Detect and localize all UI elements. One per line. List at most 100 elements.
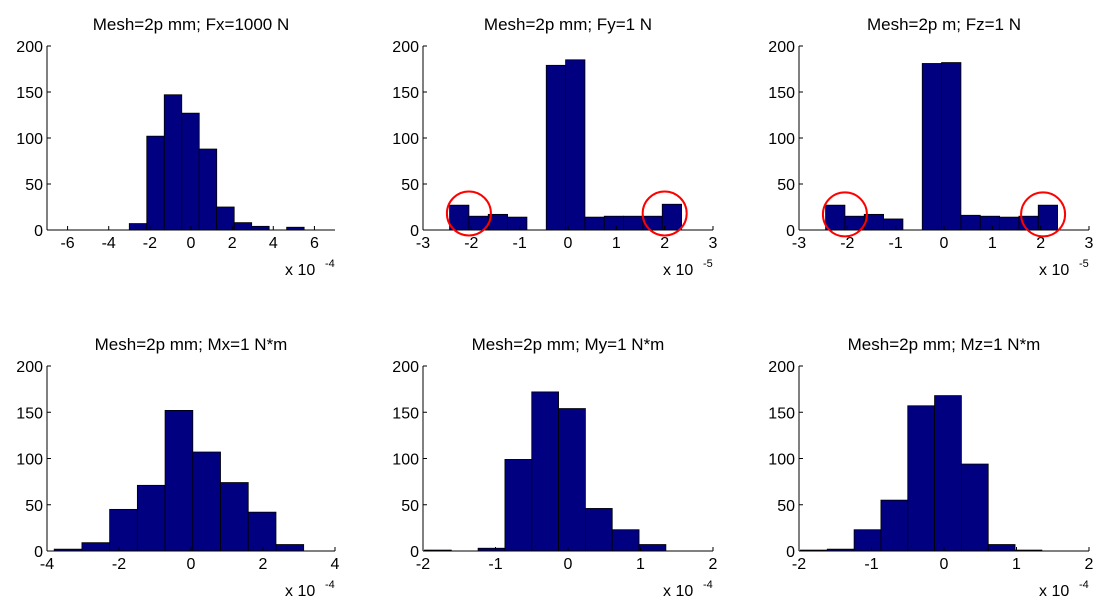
histogram-bar [853,529,882,552]
x-tick-label: -2 [112,556,126,573]
panel-title: Mesh=2p mm; Mx=1 N*m [95,335,288,354]
y-tick-label: 100 [768,131,795,148]
panel-title: Mesh=2p mm; Fy=1 N [484,15,652,34]
histogram-bar [109,508,138,552]
y-tick-label: 150 [768,85,795,102]
y-tick-label: 100 [16,131,43,148]
x-scale-factor: x 10 [663,262,693,279]
panel-4: Mesh=2p mm; Mx=1 N*m 0 50 100 150 200 -4 -2 0 2 4x… [16,335,339,600]
x-tick-label: 0 [564,235,573,252]
histogram-bar [81,542,111,552]
histogram-bar [198,148,218,231]
highlight-circle [1020,191,1067,238]
panel-3: Mesh=2p m; Fz=1 N 0 50 100 150 200 -3 -2 -1 0 1 2 3x… [768,15,1093,279]
y-tick-label: 0 [410,544,419,561]
x-tick-label: 1 [612,235,621,252]
x-tick-label: 1 [636,556,645,573]
panel-title: Mesh=2p mm; My=1 N*m [472,335,665,354]
histogram-bar [921,63,942,231]
histogram-bar [181,112,200,231]
x-tick-label: -2 [143,235,157,252]
histogram-bar [825,204,846,231]
x-tick-label: 0 [187,235,196,252]
histogram-bar [880,499,909,552]
x-scale-factor: x 10 [663,583,693,600]
x-tick-label: 3 [1085,235,1094,252]
histogram-bar [565,59,586,231]
panel-title: Mesh=2p mm; Fx=1000 N [93,15,290,34]
x-tick-label: 0 [940,235,949,252]
histogram-bar [941,62,962,231]
histogram-bar [907,405,935,552]
x-tick-label: -2 [792,556,806,573]
y-tick-label: 150 [392,405,419,422]
histogram-bar [220,482,249,552]
histogram-bar [275,544,305,552]
panel-6: Mesh=2p mm; Mz=1 N*m 0 50 100 150 200 -2 -1 0 1 2x… [768,335,1093,600]
y-tick-label: 50 [401,177,419,194]
x-tick-label: 2 [1085,556,1094,573]
x-tick-label: 6 [310,235,319,252]
histogram-bar [960,214,981,231]
x-tick-label: -2 [464,235,478,252]
y-tick-label: 0 [34,544,43,561]
y-tick-label: 200 [768,39,795,56]
histogram-bar [558,408,586,552]
x-tick-label: 0 [187,556,196,573]
panel-1: Mesh=2p mm; Fx=1000 N 0 50 100 150 200 -6 -4 -2 0… [16,15,335,279]
x-tick-label: -1 [513,235,527,252]
x-tick-label: -2 [840,235,854,252]
y-tick-label: 150 [16,405,43,422]
y-tick-label: 100 [392,131,419,148]
y-tick-label: 0 [410,223,419,240]
x-tick-label: 0 [940,556,949,573]
histogram-bar [507,216,528,231]
x-tick-label: -3 [792,235,806,252]
highlight-circle [821,191,868,238]
highlight-circle [445,190,492,237]
x-tick-label: -2 [416,556,430,573]
panel-title: Mesh=2p mm; Mz=1 N*m [848,335,1041,354]
y-tick-label: 150 [16,85,43,102]
histogram-bar [163,94,183,231]
y-tick-label: 200 [392,359,419,376]
histogram-bar [623,215,644,231]
histogram-bar [146,135,165,231]
histogram-bar [611,529,640,552]
x-tick-label: -1 [864,556,878,573]
histogram-bar [584,216,605,231]
x-scale-exponent: -4 [325,579,335,591]
y-tick-label: 200 [768,359,795,376]
histogram-bar [934,395,962,552]
x-tick-label: -1 [889,235,903,252]
y-tick-label: 50 [401,498,419,515]
y-tick-label: 200 [392,39,419,56]
y-tick-label: 100 [16,452,43,469]
panel-2: Mesh=2p mm; Fy=1 N 0 50 100 150 200 -3 -2 -1 0 1 2 3… [392,15,717,279]
y-tick-label: 100 [392,452,419,469]
histogram-bar [883,218,904,231]
x-tick-label: 2 [709,556,718,573]
histogram-bar [545,64,566,231]
y-tick-label: 50 [777,177,795,194]
histogram-bar [247,511,277,552]
x-tick-label: 0 [564,556,573,573]
y-tick-label: 200 [16,359,43,376]
y-tick-label: 150 [768,405,795,422]
x-tick-label: 4 [269,235,278,252]
x-scale-exponent: -4 [1079,579,1089,591]
histogram-bar [164,409,194,552]
x-tick-label: 2 [259,556,268,573]
x-scale-exponent: -5 [703,258,713,270]
histogram-bar [987,544,1016,552]
histogram-bar [961,463,989,552]
y-tick-label: 50 [25,177,43,194]
x-scale-exponent: -5 [1079,258,1089,270]
y-tick-label: 150 [392,85,419,102]
y-tick-label: 50 [25,498,43,515]
y-tick-label: 0 [34,223,43,240]
x-tick-label: -3 [416,235,430,252]
x-tick-label: -4 [40,556,54,573]
x-tick-label: 2 [228,235,237,252]
histogram-bar [251,225,270,231]
